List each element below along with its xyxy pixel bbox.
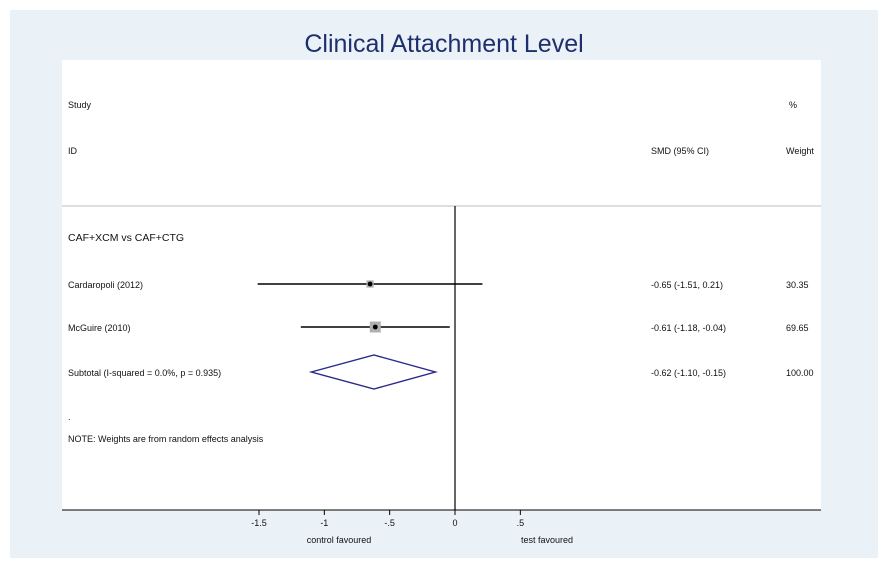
subtotal-weight: 100.00	[786, 368, 814, 378]
header-weight-percent: %	[789, 100, 797, 110]
subtotal-effect: -0.62 (-1.10, -0.15)	[651, 368, 726, 378]
plot-region	[62, 60, 821, 510]
subtotal-label: Subtotal (I-squared = 0.0%, p = 0.935)	[68, 368, 221, 378]
header-study: Study	[68, 100, 92, 110]
subtotal-diamond	[308, 354, 439, 390]
header-effect: SMD (95% CI)	[651, 146, 709, 156]
x-tick-label-4: .5	[517, 518, 525, 528]
chart-marks: -1.5 -1 -.5 0 .5	[251, 206, 524, 528]
study-weight-0: 30.35	[786, 280, 809, 290]
point-estimate-1	[372, 324, 378, 330]
header-weight: Weight	[786, 146, 814, 156]
note-text: NOTE: Weights are from random effects an…	[68, 434, 264, 444]
x-tick-label-0: -1.5	[251, 518, 267, 528]
x-right-label: test favoured	[521, 535, 573, 545]
x-tick-label-2: -.5	[384, 518, 395, 528]
dot-marker: .	[68, 412, 71, 422]
x-tick-label-1: -1	[320, 518, 328, 528]
study-name-1: McGuire (2010)	[68, 323, 131, 333]
group-label: CAF+XCM vs CAF+CTG	[68, 232, 184, 244]
study-effect-0: -0.65 (-1.51, 0.21)	[651, 280, 723, 290]
x-left-label: control favoured	[307, 535, 372, 545]
chart-title: Clinical Attachment Level	[304, 30, 583, 58]
study-effect-1: -0.61 (-1.18, -0.04)	[651, 323, 726, 333]
study-name-0: Cardaropoli (2012)	[68, 280, 143, 290]
header-id: ID	[68, 146, 78, 156]
study-weight-1: 69.65	[786, 323, 809, 333]
point-estimate-0	[367, 281, 373, 287]
x-tick-label-3: 0	[452, 518, 457, 528]
